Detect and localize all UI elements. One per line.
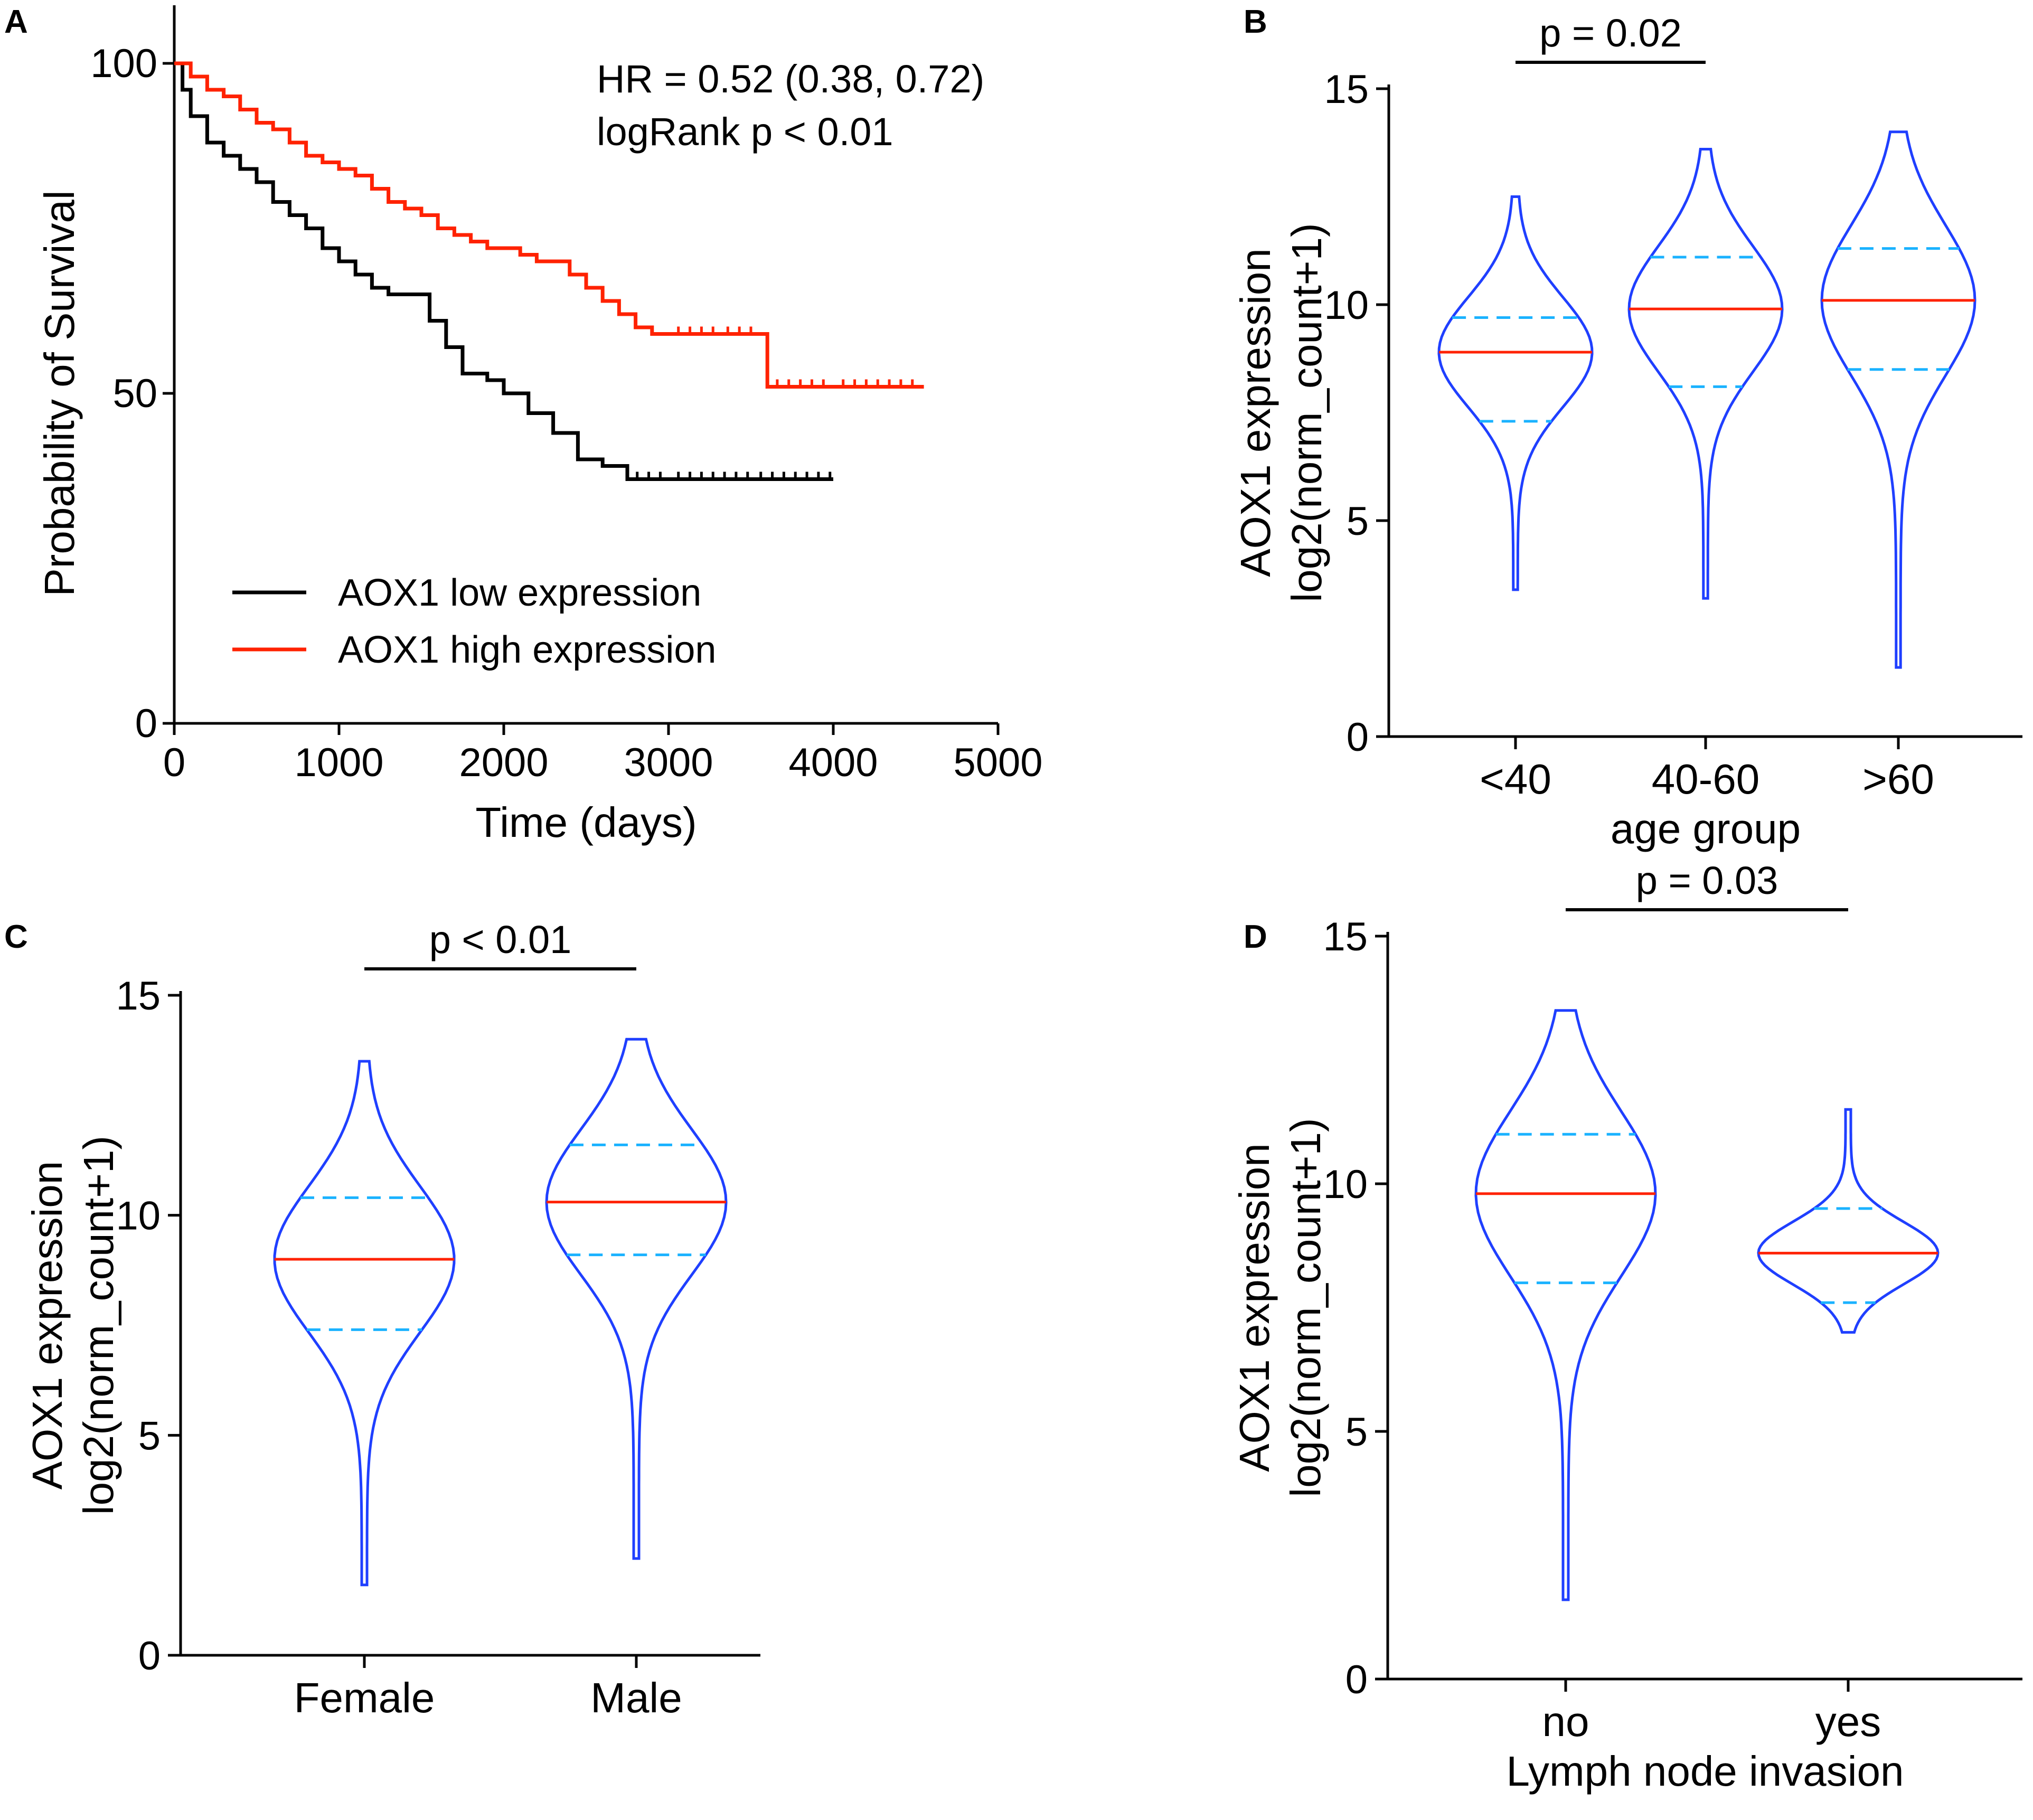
x-tick-label: 0 xyxy=(163,740,185,785)
panel-letter-d: D xyxy=(1244,919,1267,955)
x-category-label: 40-60 xyxy=(1652,756,1760,803)
y-tick-label: 15 xyxy=(1324,67,1369,112)
legend-label-low: AOX1 low expression xyxy=(338,572,701,614)
hazard-ratio-annotation: HR = 0.52 (0.38, 0.72) xyxy=(597,57,984,101)
p-value-label: p = 0.02 xyxy=(1539,11,1682,55)
violin-body xyxy=(1757,1108,1940,1334)
logrank-annotation: logRank p < 0.01 xyxy=(597,110,893,154)
x-category-label: >60 xyxy=(1862,756,1934,803)
y-tick-label: 10 xyxy=(116,1194,161,1239)
x-tick-label: 1000 xyxy=(294,740,383,785)
panel-letter-a: A xyxy=(4,4,28,40)
y-tick-label: 5 xyxy=(1347,499,1369,544)
x-tick-label: 2000 xyxy=(459,740,548,785)
x-axis-title: age group xyxy=(1611,805,1801,852)
x-axis-title: Lymph node invasion xyxy=(1506,1748,1904,1795)
violin-body xyxy=(1474,1009,1657,1601)
x-tick-label: 5000 xyxy=(953,740,1042,785)
panel-a-survival-curve: 0 1000 2000 3000 4000 5000 0 50 100 Time (days) Pr… xyxy=(36,5,1043,846)
violin-body xyxy=(545,1038,728,1560)
x-category-label: yes xyxy=(1815,1698,1881,1745)
legend-label-high: AOX1 high expression xyxy=(338,629,716,671)
y-axis-title: Probability of Survival xyxy=(36,190,83,596)
y-tick-label: 0 xyxy=(135,701,157,746)
y-tick-label: 0 xyxy=(138,1634,161,1678)
panel-b-age-violin: 0 5 10 15 <40 40-60 >60 age group AOX1 expressio… xyxy=(1232,11,2022,852)
y-tick-label: 15 xyxy=(116,974,161,1019)
x-category-label: Male xyxy=(590,1674,682,1721)
x-category-label: no xyxy=(1542,1698,1589,1745)
y-axis-title-line-2: log2(norm_count+1) xyxy=(1283,223,1330,602)
panel-letter-c: C xyxy=(4,919,28,955)
y-tick-label: 5 xyxy=(138,1413,161,1458)
y-tick-label: 100 xyxy=(90,41,157,86)
y-tick-label: 0 xyxy=(1347,715,1369,760)
low-expression-curve xyxy=(174,61,833,481)
y-tick-label: 10 xyxy=(1323,1162,1368,1207)
panel-c-sex-violin: 0 5 10 15 Female Male AOX1 expression log2(norm… xyxy=(24,918,760,1721)
p-value-label: p < 0.01 xyxy=(429,918,572,961)
y-tick-label: 15 xyxy=(1323,914,1368,959)
y-tick-label: 10 xyxy=(1324,283,1369,328)
y-tick-label: 5 xyxy=(1345,1410,1368,1455)
y-axis-title-line-2: log2(norm_count+1) xyxy=(1282,1118,1329,1497)
x-tick-label: 4000 xyxy=(788,740,878,785)
x-axis-title: Time (days) xyxy=(475,799,697,846)
violin-body xyxy=(273,1060,456,1587)
violin-body xyxy=(1820,130,1976,669)
violin-body xyxy=(1627,148,1784,600)
y-axis-title-line-1: AOX1 expression xyxy=(1231,1143,1278,1472)
violin-body xyxy=(1437,195,1594,591)
y-tick-label: 0 xyxy=(1345,1657,1368,1702)
x-category-label: Female xyxy=(294,1674,435,1721)
y-axis-title-line-1: AOX1 expression xyxy=(1232,248,1279,577)
x-category-label: <40 xyxy=(1480,756,1551,803)
x-tick-label: 3000 xyxy=(624,740,713,785)
p-value-label: p = 0.03 xyxy=(1636,859,1778,902)
y-tick-label: 50 xyxy=(112,371,157,416)
panel-letter-b: B xyxy=(1244,4,1267,40)
y-axis-title-line-2: log2(norm_count+1) xyxy=(75,1136,122,1515)
high-expression-curve xyxy=(174,61,924,389)
y-axis-title-line-1: AOX1 expression xyxy=(24,1161,71,1490)
